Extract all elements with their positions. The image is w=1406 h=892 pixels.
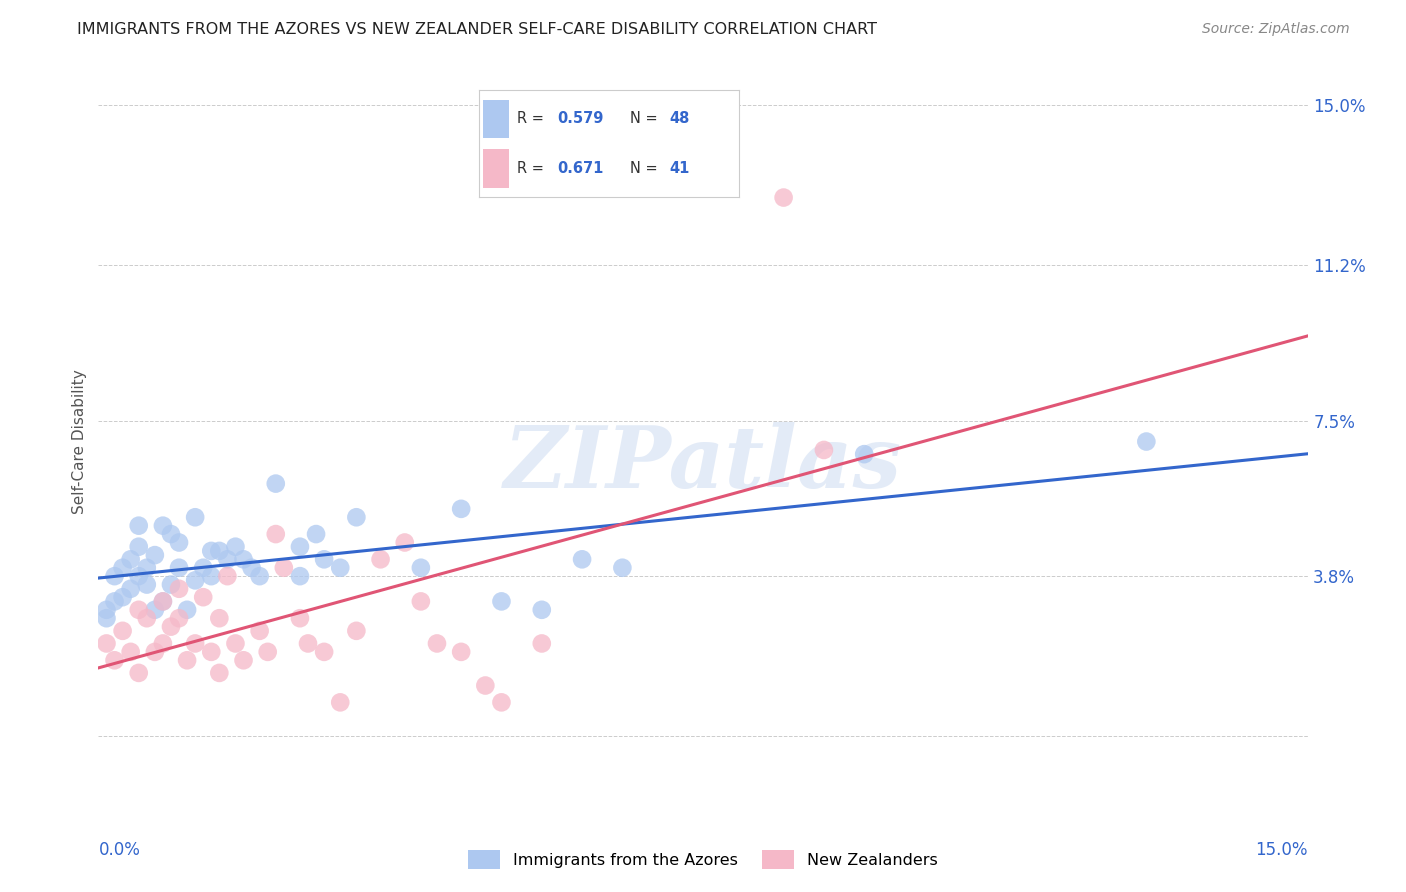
Point — [208, 611, 231, 625]
Point — [491, 695, 513, 709]
Point — [571, 552, 593, 566]
Point — [152, 594, 174, 608]
Point — [409, 594, 432, 608]
Point — [152, 518, 174, 533]
Point — [288, 540, 311, 554]
Point — [167, 560, 190, 574]
Point — [232, 552, 254, 566]
Point — [1135, 434, 1157, 449]
Point — [111, 624, 134, 638]
Point — [224, 636, 246, 650]
Point — [612, 560, 634, 574]
Point — [103, 653, 125, 667]
Point — [167, 535, 190, 549]
Point — [160, 619, 183, 633]
Point — [176, 603, 198, 617]
Point — [208, 665, 231, 680]
Point — [450, 501, 472, 516]
Point — [111, 560, 134, 574]
Y-axis label: Self-Care Disability: Self-Care Disability — [72, 369, 87, 514]
Point — [200, 645, 222, 659]
Point — [200, 544, 222, 558]
Point — [344, 624, 367, 638]
Point — [96, 636, 118, 650]
Point — [128, 665, 150, 680]
Point — [120, 582, 142, 596]
Point — [344, 510, 367, 524]
Point — [314, 552, 336, 566]
Point — [288, 611, 311, 625]
Point — [813, 442, 835, 457]
Point — [314, 645, 336, 659]
Point — [103, 594, 125, 608]
Point — [450, 645, 472, 659]
Point — [474, 679, 496, 693]
Point — [135, 611, 157, 625]
Point — [128, 603, 150, 617]
Text: 15.0%: 15.0% — [1256, 841, 1308, 859]
Point — [160, 527, 183, 541]
Point — [530, 603, 553, 617]
Point — [128, 518, 150, 533]
Point — [370, 552, 392, 566]
Point — [288, 569, 311, 583]
Point — [103, 569, 125, 583]
Point — [96, 611, 118, 625]
Point — [176, 653, 198, 667]
Text: 0.0%: 0.0% — [98, 841, 141, 859]
Point — [193, 560, 215, 574]
Point — [184, 510, 207, 524]
Point — [217, 552, 239, 566]
Point — [128, 540, 150, 554]
Point — [329, 560, 352, 574]
Point — [256, 645, 278, 659]
Point — [249, 624, 271, 638]
Point — [217, 569, 239, 583]
Point — [143, 645, 166, 659]
Point — [426, 636, 449, 650]
Point — [853, 447, 876, 461]
Point — [530, 636, 553, 650]
Point — [273, 560, 295, 574]
Point — [249, 569, 271, 583]
Point — [200, 569, 222, 583]
Point — [152, 594, 174, 608]
Point — [143, 548, 166, 562]
Point — [120, 552, 142, 566]
Point — [772, 190, 794, 204]
Point — [409, 560, 432, 574]
Point — [135, 577, 157, 591]
Point — [128, 569, 150, 583]
Point — [264, 476, 287, 491]
Point — [96, 603, 118, 617]
Point — [143, 603, 166, 617]
Point — [184, 574, 207, 588]
Point — [193, 590, 215, 604]
Point — [167, 611, 190, 625]
Point — [120, 645, 142, 659]
Point — [160, 577, 183, 591]
Point — [232, 653, 254, 667]
Text: Source: ZipAtlas.com: Source: ZipAtlas.com — [1202, 22, 1350, 37]
Point — [394, 535, 416, 549]
Point — [240, 560, 263, 574]
Point — [167, 582, 190, 596]
Point — [264, 527, 287, 541]
Point — [152, 636, 174, 650]
Point — [184, 636, 207, 650]
Point — [491, 594, 513, 608]
Point — [297, 636, 319, 650]
Point — [208, 544, 231, 558]
Point — [224, 540, 246, 554]
Text: IMMIGRANTS FROM THE AZORES VS NEW ZEALANDER SELF-CARE DISABILITY CORRELATION CHA: IMMIGRANTS FROM THE AZORES VS NEW ZEALAN… — [77, 22, 877, 37]
Legend: Immigrants from the Azores, New Zealanders: Immigrants from the Azores, New Zealande… — [463, 844, 943, 875]
Text: ZIPatlas: ZIPatlas — [503, 422, 903, 506]
Point — [135, 560, 157, 574]
Point — [329, 695, 352, 709]
Point — [111, 590, 134, 604]
Point — [305, 527, 328, 541]
